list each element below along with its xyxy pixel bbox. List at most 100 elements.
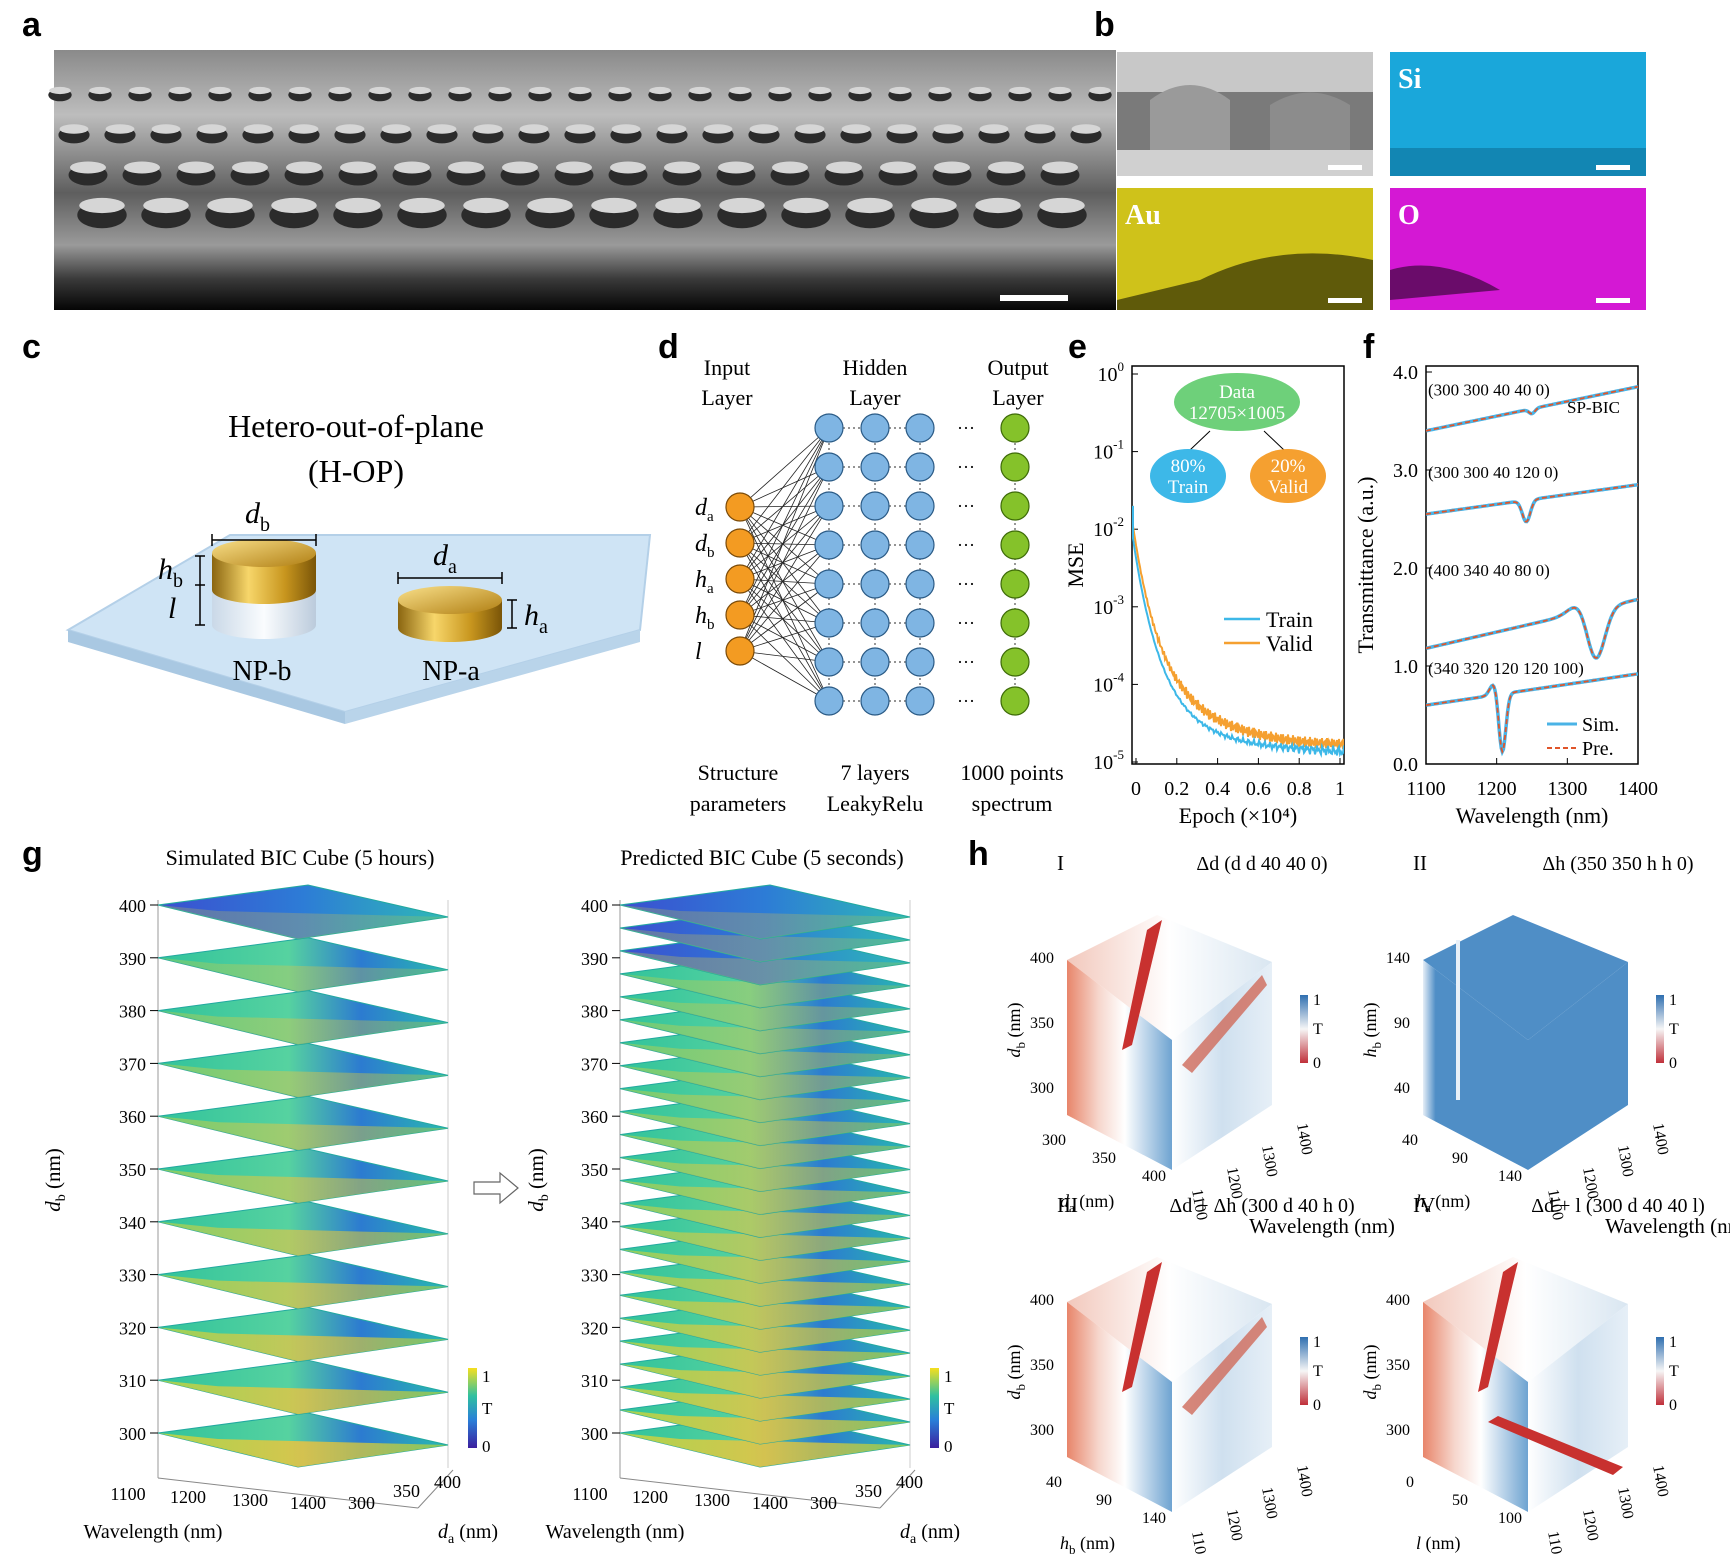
input-node [725,636,755,666]
sem-pillar-top [718,161,754,174]
db-label: db [245,497,270,536]
hidden-node [860,530,890,560]
output-node [1000,686,1030,716]
hex-xtick: 90 [1096,1492,1112,1509]
legend-sim: Sim. [1582,714,1619,736]
connection [739,544,830,616]
sem-pillar-top [448,161,484,174]
ellipsis: ··· [957,418,975,438]
cube-slice-front [158,957,448,992]
hex-xlabel: l (nm) [1416,1533,1461,1554]
resonance-band [1488,1416,1623,1475]
hex-number: III [1057,1193,1078,1217]
connection [739,544,830,580]
sem-pillar-top [329,86,351,95]
hex-cbar-top: 1 [1313,992,1321,1009]
sem-pillar-top [1049,86,1071,95]
connection [739,622,830,652]
hex-top-face [1423,1257,1628,1382]
mse-legend: Train Valid [1224,607,1313,656]
hex-wltick: 1300 [1258,1144,1280,1178]
cube-slice-front [620,1111,910,1146]
connection [739,427,830,616]
resonance-band [1182,975,1267,1073]
cube-ztick: 400 [434,1472,461,1492]
pre-curve [1426,598,1638,659]
mse-xtick: 0.6 [1246,778,1271,800]
cube-slice-front [620,1272,910,1307]
ellipsis: ··· [957,613,975,633]
cube-slice-front [620,1295,910,1330]
sem-pillar-top [369,86,391,95]
sem-pillar-top [399,197,445,214]
connection [739,650,830,663]
panel-label-g: g [22,835,43,873]
input-node [725,600,755,630]
cube-xtick: 1300 [232,1490,268,1510]
cube-slice-front [620,1226,910,1261]
sem-pillar-top [271,197,317,214]
cbar-bot: 0 [944,1437,953,1456]
connection [739,542,830,624]
sem-pillar-top [979,124,1009,134]
sem-pillar-top [1071,124,1101,134]
sem-pillar-top [129,86,151,95]
panel-label-h: h [968,835,989,873]
output-layer-title-2: Layer [992,385,1044,410]
sem-pillar-top [335,124,365,134]
sem-pillar-top [209,86,231,95]
sem-pillar-top [591,197,637,214]
hex-ytick: 90 [1394,1015,1410,1032]
connection [739,506,830,702]
mse-chart: 100 10-1 10-2 10-3 10-4 10-5 0 0.2 0.4 0.6 0.8 1 MS… [1063,359,1345,828]
hex-top-face [1423,915,1628,1040]
input-node [725,564,755,594]
hex-xtick: 90 [1452,1150,1468,1167]
cube-ytick: 350 [581,1160,608,1180]
sem-pillar-top [664,161,700,174]
sem-pillar-top [1039,197,1085,214]
hex-ytick: 400 [1386,1292,1410,1309]
hex-xtick: 350 [1092,1150,1116,1167]
panel-label-e: e [1068,328,1087,366]
sem-pillar-top [124,161,160,174]
cube-ytick: 370 [581,1054,608,1074]
sem-pillar-top [197,124,227,134]
cube-xtick: 1400 [752,1493,788,1513]
scale-bar [1000,295,1068,301]
train-node-label: Train [1168,477,1209,498]
foot-structure-1: Structure [698,760,779,785]
cube-xlabel: Wavelength (nm) [546,1521,685,1543]
f-ytick: 4.0 [1393,362,1418,384]
foot-layers-1: 7 layers [840,760,909,785]
sem-pillar-top [988,161,1024,174]
sem-pillar-top [609,86,631,95]
input-label: hb [695,603,715,633]
cube-ytick: 390 [581,949,608,969]
hex-title: Δd + Δh (300 d 40 h 0) [1169,1195,1354,1217]
f-ytick: 3.0 [1393,460,1418,482]
f-xlabel: Wavelength (nm) [1456,803,1609,828]
sem-pillar-top [929,86,951,95]
sem-pillar-top [169,86,191,95]
cube-ytick: 310 [119,1371,146,1391]
hex-left-face [1423,960,1528,1170]
hex-ytick: 300 [1030,1080,1054,1097]
cbar-top: 1 [944,1367,953,1386]
ellipsis: ··· [957,535,975,555]
connection [739,542,830,546]
hex-left-face [1067,960,1172,1170]
resonance-band [1182,1317,1267,1415]
sem-pillar-top [502,161,538,174]
cube-xtick: 1300 [694,1490,730,1510]
hex-colorbar [1656,995,1664,1063]
sem-pillar-top [689,86,711,95]
hex-wltick: 1200 [1223,1508,1245,1542]
hex-ytick: 350 [1386,1357,1410,1374]
connection [739,506,830,546]
c-dimension-lines [195,534,517,629]
hex-cbar-bot: 0 [1313,1055,1321,1072]
cube-ytick: 400 [119,896,146,916]
hex-right-face [1528,962,1628,1170]
